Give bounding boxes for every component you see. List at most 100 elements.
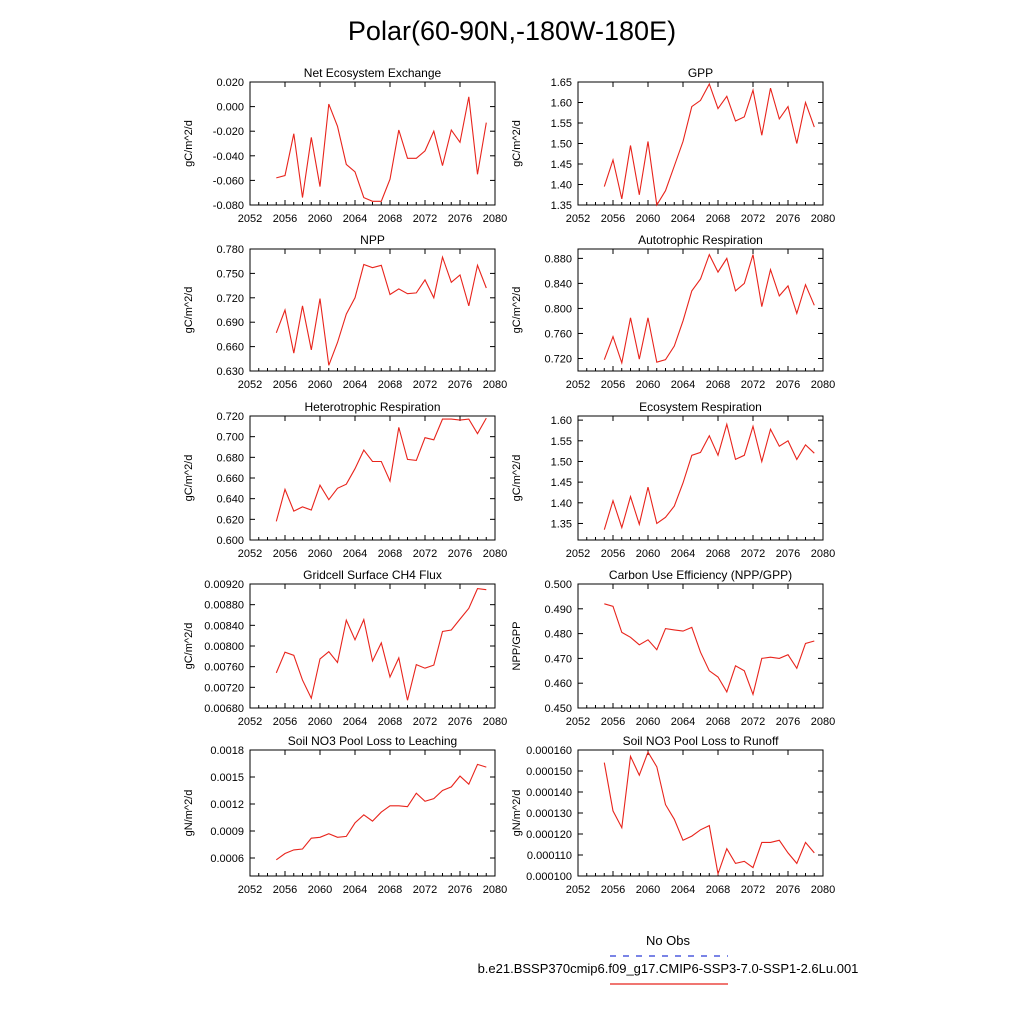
panel-title: Autotrophic Respiration	[638, 233, 763, 247]
y-tick-label: 0.020	[216, 77, 244, 89]
panel-title: Gridcell Surface CH4 Flux	[303, 568, 442, 582]
x-tick-label: 2056	[601, 379, 625, 391]
x-tick-label: 2068	[706, 379, 730, 391]
x-tick-label: 2052	[238, 716, 262, 728]
x-tick-label: 2064	[671, 548, 695, 560]
y-tick-label: 0.000	[216, 102, 244, 114]
series-line	[276, 96, 487, 202]
series-line	[603, 422, 815, 530]
x-tick-label: 2076	[448, 213, 472, 225]
y-tick-label: 1.50	[551, 139, 572, 151]
plot-frame	[577, 415, 824, 541]
x-tick-label: 2076	[776, 213, 800, 225]
legend: No Obs b.e21.BSSP370cmip6.f09_g17.CMIP6-…	[478, 933, 859, 985]
x-tick-label: 2060	[636, 548, 660, 560]
x-tick-label: 2056	[273, 884, 297, 896]
panel-gridcell-surface-ch4-flux: Gridcell Surface CH4 Flux 2052 2056 2060 206…	[183, 568, 507, 728]
y-axis-label: gN/m^2/d	[183, 790, 195, 837]
series-line	[604, 603, 815, 697]
x-tick-label: 2076	[448, 548, 472, 560]
y-tick-label: 0.800	[544, 303, 572, 315]
legend-label-model-run: b.e21.BSSP370cmip6.f09_g17.CMIP6-SSP3-7.…	[478, 961, 859, 976]
y-tick-label: 0.00800	[204, 641, 244, 653]
panel-gpp: GPP 2052 2056 2060 2064 2068 2072 2076 2080 1.65 1…	[511, 66, 835, 225]
y-tick-label: 0.000110	[527, 850, 572, 862]
y-tick-label: 0.690	[216, 317, 244, 329]
x-tick-label: 2064	[343, 884, 367, 896]
x-tick-label: 2080	[811, 716, 835, 728]
y-tick-label: 1.35	[551, 518, 572, 530]
y-tick-label: 0.00680	[204, 703, 244, 715]
y-tick-label: 0.840	[544, 278, 572, 290]
x-tick-label: 2060	[636, 884, 660, 896]
y-axis-label: gC/m^2/d	[511, 287, 523, 334]
x-tick-label: 2064	[671, 884, 695, 896]
x-tick-label: 2068	[706, 213, 730, 225]
x-tick-label: 2056	[273, 548, 297, 560]
y-tick-label: 1.40	[551, 180, 572, 192]
x-tick-label: 2072	[413, 716, 437, 728]
panel-title: GPP	[688, 66, 713, 80]
x-tick-label: 2056	[273, 716, 297, 728]
y-tick-label: 0.760	[544, 328, 572, 340]
plot-frame	[249, 81, 496, 206]
x-tick-label: 2072	[413, 884, 437, 896]
y-tick-label: -0.080	[213, 200, 244, 212]
y-tick-label: -0.040	[213, 151, 244, 163]
x-tick-label: 2068	[378, 884, 402, 896]
series-line	[275, 763, 487, 861]
y-tick-label: 1.60	[551, 98, 572, 110]
y-axis-label: gC/m^2/d	[511, 120, 523, 167]
x-tick-label: 2060	[308, 716, 332, 728]
x-tick-label: 2080	[811, 548, 835, 560]
x-tick-label: 2064	[671, 379, 695, 391]
x-tick-label: 2068	[706, 716, 730, 728]
x-tick-label: 2060	[308, 884, 332, 896]
panel-title: NPP	[360, 233, 385, 247]
x-tick-label: 2060	[308, 379, 332, 391]
x-tick-label: 2080	[811, 379, 835, 391]
y-tick-label: 0.720	[544, 353, 572, 365]
y-tick-label: 1.50	[551, 456, 572, 468]
legend-label-no-obs: No Obs	[646, 933, 691, 948]
x-tick-label: 2056	[601, 548, 625, 560]
series-line	[275, 588, 487, 701]
y-tick-label: 0.640	[216, 494, 244, 506]
y-tick-label: 1.65	[551, 77, 572, 89]
y-tick-label: 0.0018	[210, 745, 244, 757]
x-tick-label: 2060	[636, 213, 660, 225]
y-tick-label: 0.0012	[210, 799, 244, 811]
x-tick-label: 2060	[308, 548, 332, 560]
y-tick-label: 0.660	[216, 342, 244, 354]
y-axis-label: gN/m^2/d	[511, 790, 523, 837]
chart-panels: Net Ecosystem Exchange 2052 2056 2060 2064 20…	[183, 66, 835, 896]
y-tick-label: 0.00920	[204, 579, 244, 591]
series-line	[603, 82, 815, 207]
x-tick-label: 2064	[343, 213, 367, 225]
x-tick-label: 2056	[601, 884, 625, 896]
x-tick-label: 2076	[776, 716, 800, 728]
panel-heterotrophic-respiration: Heterotrophic Respiration 2052 2056 2060 206…	[183, 400, 507, 560]
plot-frame	[577, 749, 824, 877]
y-tick-label: 0.600	[216, 535, 244, 547]
plot-frame	[249, 583, 496, 709]
y-tick-label: 0.480	[544, 629, 572, 641]
y-tick-label: 0.000120	[526, 829, 572, 841]
x-tick-label: 2076	[448, 716, 472, 728]
x-tick-label: 2056	[273, 379, 297, 391]
series-line	[275, 417, 487, 522]
y-tick-label: -0.020	[213, 126, 244, 138]
panel-title: Carbon Use Efficiency (NPP/GPP)	[609, 568, 792, 582]
x-tick-label: 2052	[238, 884, 262, 896]
x-tick-label: 2064	[343, 379, 367, 391]
plot-frame	[577, 248, 824, 372]
x-tick-label: 2072	[741, 379, 765, 391]
x-tick-label: 2052	[566, 716, 590, 728]
y-tick-label: 0.720	[216, 411, 244, 423]
x-tick-label: 2080	[811, 884, 835, 896]
y-tick-label: 0.000150	[526, 766, 572, 778]
x-tick-label: 2068	[378, 548, 402, 560]
y-tick-label: 0.00760	[204, 662, 244, 674]
panel-soil-no3-pool-loss-to-runoff: Soil NO3 Pool Loss to Runoff 2052 2056 2060…	[511, 734, 835, 896]
y-tick-label: 1.55	[551, 118, 572, 130]
